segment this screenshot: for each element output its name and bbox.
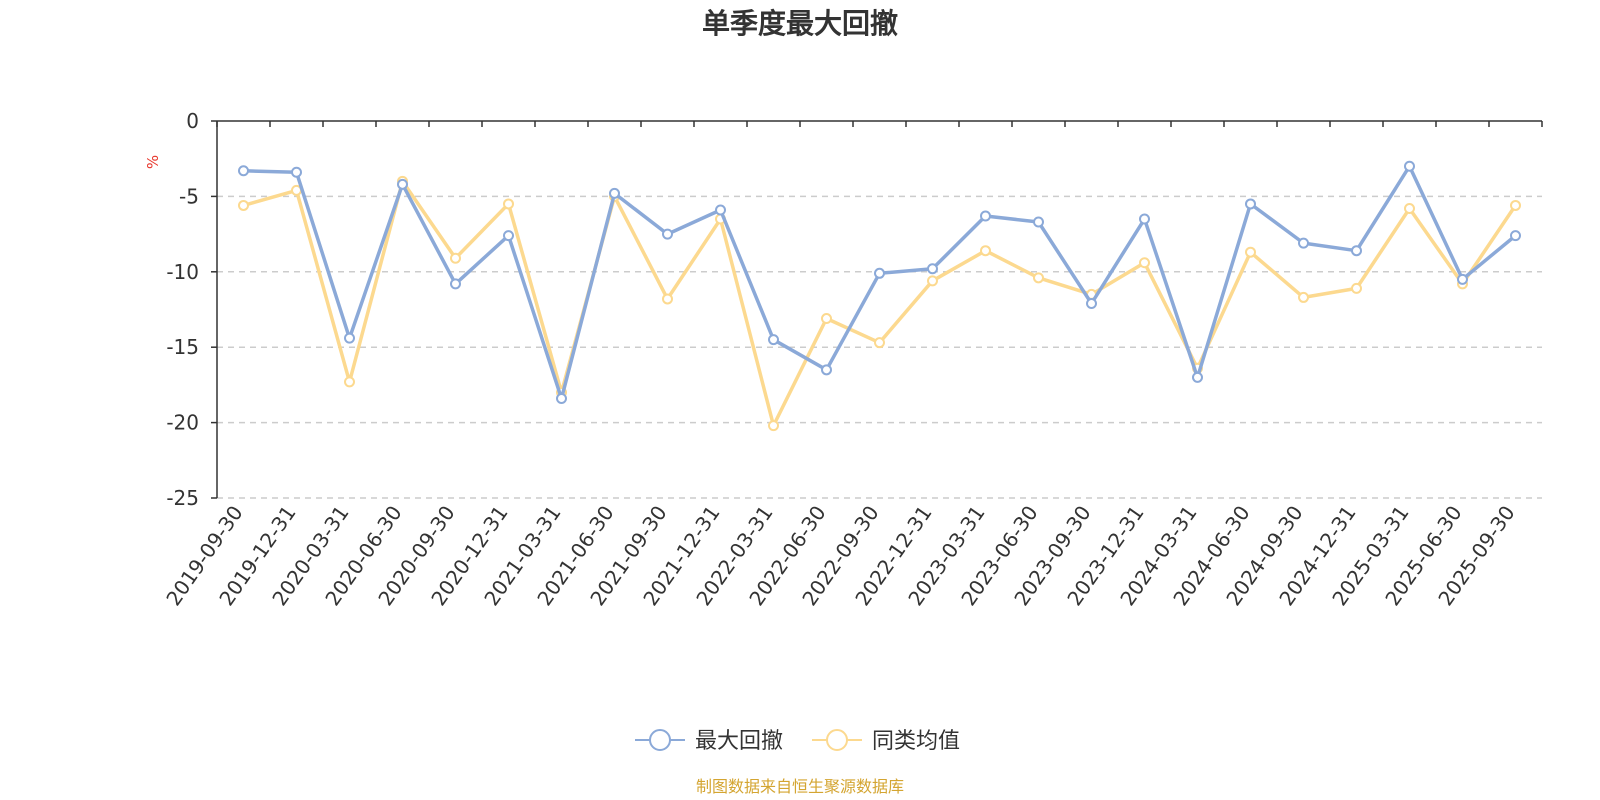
data-point-peer-average[interactable]: [344, 376, 355, 388]
axes: [211, 120, 1543, 499]
data-point-max-drawdown[interactable]: [1510, 230, 1521, 242]
data-point-max-drawdown[interactable]: [1086, 297, 1097, 309]
data-point-max-drawdown[interactable]: [874, 267, 885, 279]
data-point-peer-average[interactable]: [1298, 291, 1309, 303]
series-lines: [238, 160, 1521, 432]
y-tick-label: -10: [166, 260, 199, 284]
data-point-max-drawdown[interactable]: [980, 210, 991, 222]
data-point-peer-average[interactable]: [1510, 199, 1521, 211]
legend[interactable]: 最大回撤 同类均值: [635, 729, 960, 754]
y-tick-label: -15: [166, 335, 199, 359]
data-point-max-drawdown[interactable]: [1298, 237, 1309, 249]
series-line-max-drawdown: [243, 164, 1517, 401]
data-point-max-drawdown[interactable]: [1139, 213, 1150, 225]
data-point-peer-average[interactable]: [503, 198, 514, 210]
legend-marker-peer-average: [826, 729, 848, 751]
data-point-max-drawdown[interactable]: [1033, 216, 1044, 228]
x-tick-labels: 2019-09-302019-12-312020-03-312020-06-30…: [161, 501, 1519, 610]
data-point-max-drawdown[interactable]: [768, 334, 779, 346]
y-tick-label: -20: [166, 411, 199, 435]
data-point-peer-average[interactable]: [1351, 282, 1362, 294]
series-line-peer-average: [243, 179, 1517, 428]
legend-item-peer-average[interactable]: 同类均值: [812, 729, 960, 754]
data-point-peer-average[interactable]: [450, 252, 461, 264]
data-point-max-drawdown[interactable]: [291, 166, 302, 178]
data-point-max-drawdown[interactable]: [662, 228, 673, 240]
legend-marker-max-drawdown: [649, 729, 671, 751]
data-point-max-drawdown[interactable]: [715, 204, 726, 216]
data-point-max-drawdown[interactable]: [1192, 371, 1203, 383]
data-point-peer-average[interactable]: [768, 420, 779, 432]
data-point-max-drawdown[interactable]: [450, 278, 461, 290]
data-point-max-drawdown[interactable]: [1245, 198, 1256, 210]
data-point-max-drawdown[interactable]: [503, 230, 514, 242]
data-point-max-drawdown[interactable]: [1351, 245, 1362, 257]
data-point-max-drawdown[interactable]: [397, 178, 408, 190]
data-point-peer-average[interactable]: [1404, 202, 1415, 214]
data-source-note: 制图数据来自恒生聚源数据库: [696, 777, 904, 796]
y-tick-label: -5: [179, 184, 199, 208]
data-point-max-drawdown[interactable]: [1404, 160, 1415, 172]
data-point-max-drawdown[interactable]: [238, 165, 249, 177]
y-axis-unit-label: %: [144, 155, 162, 169]
legend-label-max-drawdown: 最大回撤: [695, 729, 783, 754]
data-point-max-drawdown[interactable]: [344, 332, 355, 344]
data-point-peer-average[interactable]: [980, 245, 991, 257]
data-point-max-drawdown[interactable]: [556, 392, 567, 404]
data-point-peer-average[interactable]: [1245, 246, 1256, 258]
data-point-max-drawdown[interactable]: [927, 263, 938, 275]
data-point-max-drawdown[interactable]: [1457, 273, 1468, 285]
data-point-peer-average[interactable]: [1033, 272, 1044, 284]
data-point-peer-average[interactable]: [238, 199, 249, 211]
data-point-peer-average[interactable]: [821, 313, 832, 325]
chart-title: 单季度最大回撤: [702, 7, 898, 40]
y-tick-labels: 0 -5 -10 -15 -20 -25: [166, 109, 199, 510]
legend-label-peer-average: 同类均值: [872, 729, 960, 754]
y-tick-label: 0: [186, 109, 199, 133]
data-point-max-drawdown[interactable]: [821, 364, 832, 376]
data-point-peer-average[interactable]: [927, 275, 938, 287]
data-point-peer-average[interactable]: [1139, 257, 1150, 269]
data-point-peer-average[interactable]: [874, 337, 885, 349]
y-tick-label: -25: [166, 486, 199, 510]
data-point-peer-average[interactable]: [662, 293, 673, 305]
legend-item-max-drawdown[interactable]: 最大回撤: [635, 729, 783, 754]
data-point-max-drawdown[interactable]: [609, 187, 620, 199]
